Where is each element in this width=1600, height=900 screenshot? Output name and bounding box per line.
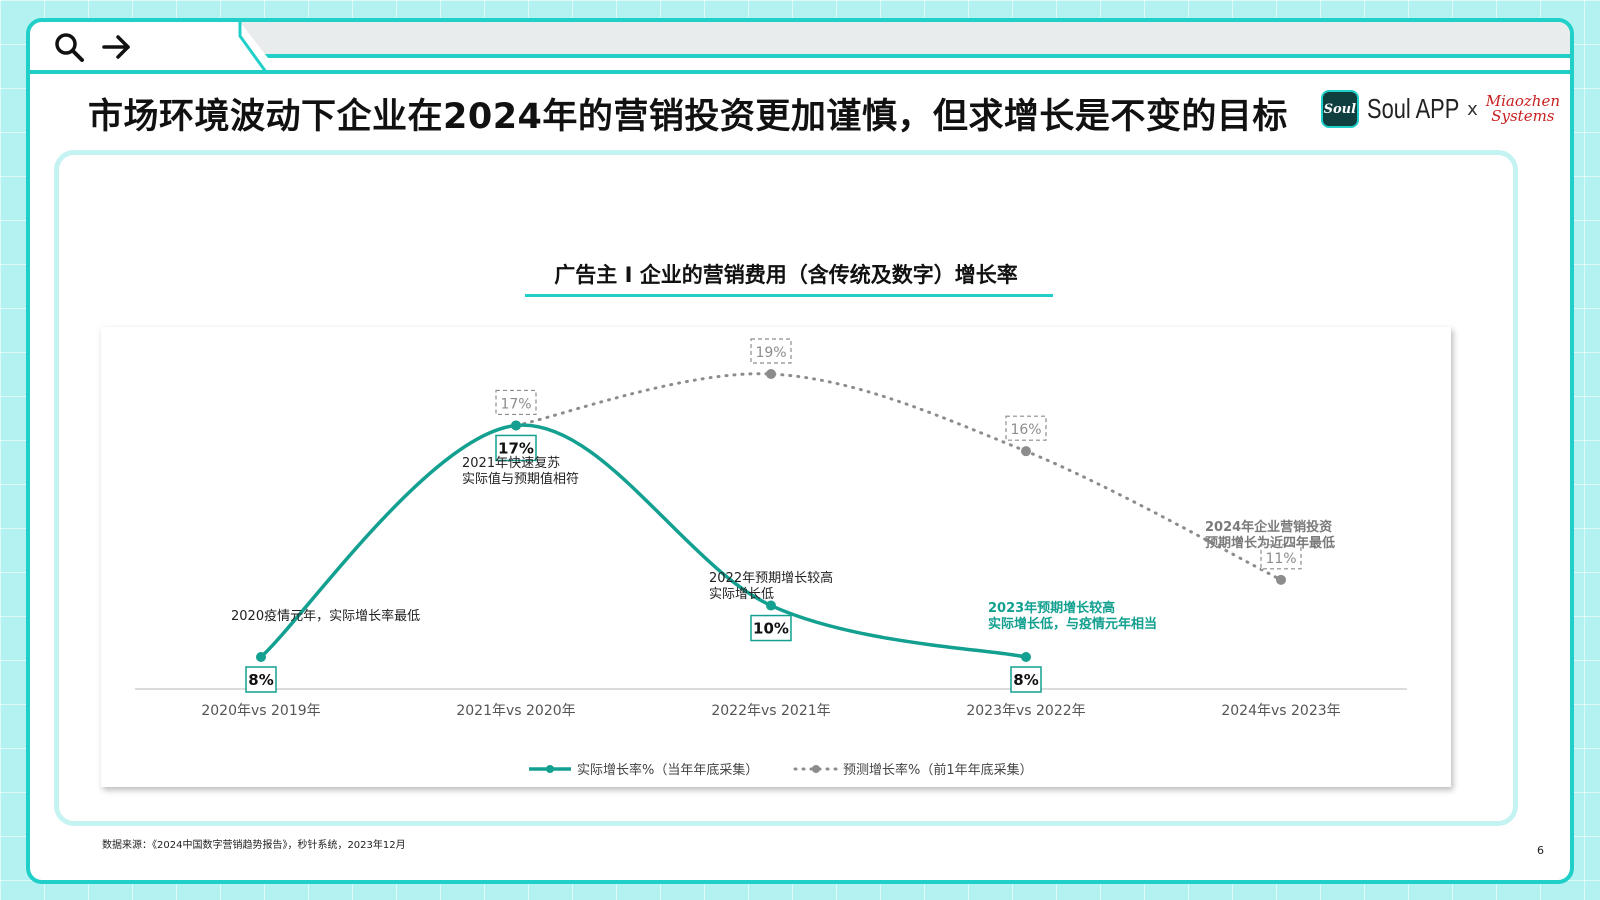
source-note: 数据来源：《2024中国数字营销趋势报告》，秒针系统，2023年12月 [102,840,406,851]
page-number: 6 [1537,844,1544,857]
legend-actual-label: 实际增长率%（当年年底采集） [577,762,758,778]
actual-data-label-box [1010,666,1042,693]
legend-actual-marker [546,765,554,773]
actual-data-label: 8% [248,671,273,689]
actual-data-label: 8% [1013,671,1038,689]
actual-data-label-box [495,434,537,462]
search-icon[interactable] [52,30,86,64]
plot-area: 2020年vs 2019年 2021年vs 2020年 2022年vs 2021年 2… [101,327,1451,787]
miaozhen-logo: Miaozhen Systems [1486,94,1560,124]
x-tick-label: 2020年vs 2019年 [201,703,320,719]
actual-data-label: 17% [498,439,534,457]
forecast-series-line [514,372,1283,582]
soul-logo-icon: Soul [1320,90,1359,128]
brand-logos: Soul Soul APP x Miaozhen Systems [1320,84,1560,134]
soul-app-label: Soul APP [1366,93,1460,124]
actual-point [766,600,776,611]
chart-annotation: 实际值与预期值相符 [462,471,579,487]
chart-annotation: 2021年快速复苏 [462,455,560,471]
x-tick-label: 2024年vs 2023年 [1221,703,1340,719]
actual-series-line [259,423,1027,659]
forecast-data-label-box [495,389,537,416]
arrow-right-icon[interactable] [100,30,134,64]
forecast-data-label: 17% [500,396,531,412]
forecast-point [1276,574,1286,585]
actual-data-label-box [750,614,792,642]
actual-data-label-box [245,666,277,693]
chart-annotation: 2020疫情元年，实际增长率最低 [231,608,420,624]
chart-annotation: 实际增长低，与疫情元年相当 [988,616,1157,632]
miaozhen-logo-line2: Systems [1491,107,1555,125]
forecast-point [1021,446,1031,457]
brand-separator: x [1467,98,1478,120]
chart-annotation: 2024年企业营销投资 [1205,519,1332,535]
tab-strip [240,22,1570,58]
actual-point [511,420,521,431]
actual-data-label: 10% [753,620,789,638]
top-bar [30,22,1570,74]
actual-point [1021,652,1031,662]
legend-forecast-label: 预测增长率%（前1年年底采集） [843,762,1033,778]
forecast-data-label-box [1005,415,1047,441]
forecast-data-label-box [750,338,792,364]
legend-forecast-marker [812,765,820,773]
chart-annotation: 2023年预期增长较高 [988,600,1115,616]
slide-frame: 市场环境波动下企业在2024年的营销投资更加谨慎，但求增长是不变的目标 Soul… [26,18,1574,884]
chart-title-underline [525,294,1053,297]
forecast-point [766,369,776,379]
line-chart: 2020年vs 2019年 2021年vs 2020年 2022年vs 2021年 2… [135,338,1407,778]
x-tick-label: 2021年vs 2020年 [456,703,575,719]
chart-annotation: 实际增长低 [709,587,774,602]
forecast-data-label: 16% [1010,422,1041,438]
chart-annotation: 2022年预期增长较高 [709,570,833,586]
chart-card: 广告主 I 企业的营销费用（含传统及数字）增长率 2020年vs 2019年 20… [54,150,1518,826]
forecast-data-label: 11% [1265,551,1296,567]
chart-annotation: 预期增长为近四年最低 [1205,535,1335,551]
page-title: 市场环境波动下企业在2024年的营销投资更加谨慎，但求增长是不变的目标 [88,97,1288,137]
x-tick-label: 2022年vs 2021年 [711,703,830,719]
chart-title: 广告主 I 企业的营销费用（含传统及数字）增长率 [554,263,1018,287]
tab-edge-line [30,22,269,74]
forecast-data-label-box [1260,544,1302,570]
miaozhen-logo-line1: Miaozhen [1485,92,1560,110]
forecast-data-label: 19% [755,345,786,361]
actual-point [256,652,266,662]
x-tick-label: 2023年vs 2022年 [966,703,1085,719]
